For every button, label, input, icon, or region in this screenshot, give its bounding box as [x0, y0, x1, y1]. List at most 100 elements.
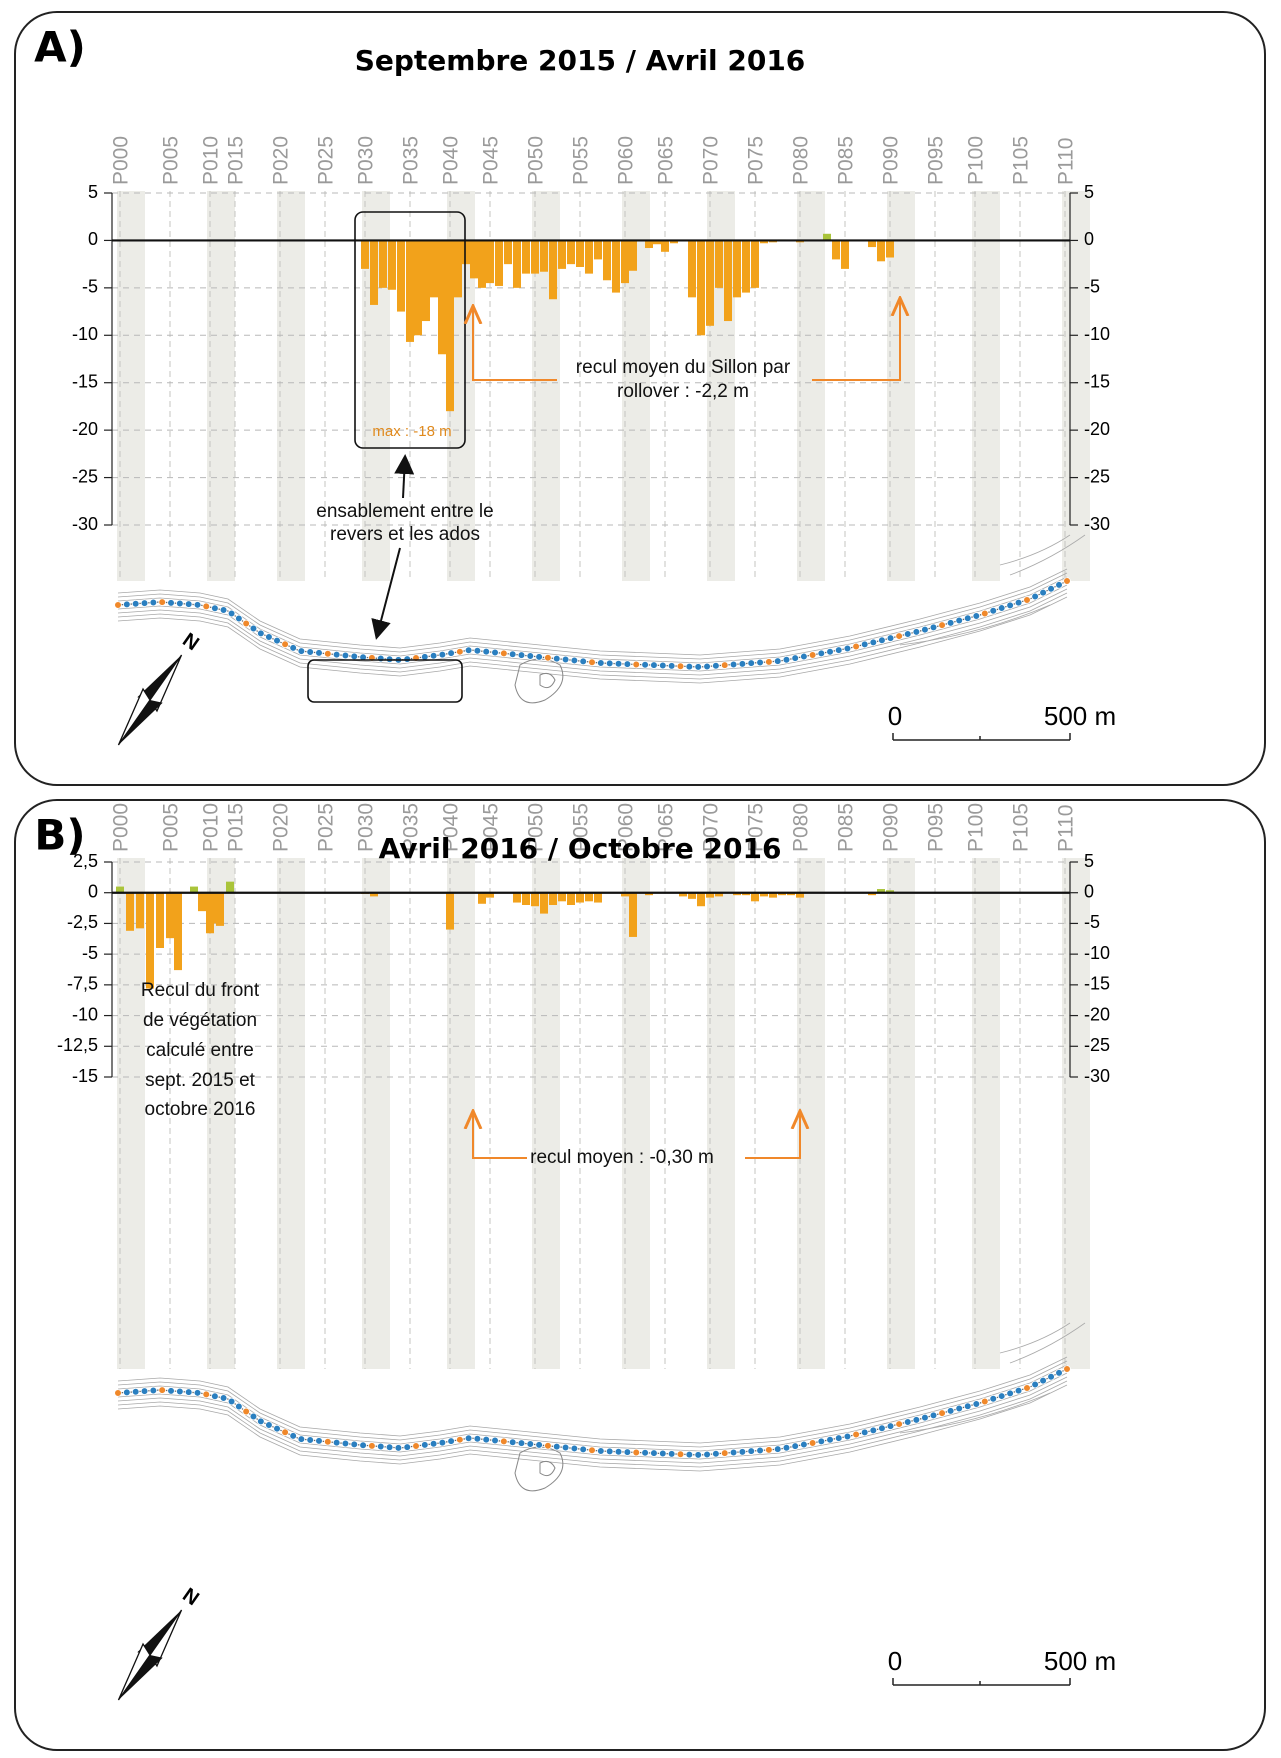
- bar: [603, 240, 611, 281]
- map-point: [860, 640, 869, 649]
- scale-label: 500 m: [1044, 701, 1116, 731]
- x-tick-label: P005: [160, 803, 183, 852]
- x-tick-label: P100: [965, 803, 988, 852]
- map-contour: [117, 1364, 1068, 1452]
- map-point: [403, 655, 412, 663]
- map-point: [242, 619, 250, 628]
- map-contour: [117, 568, 1068, 656]
- annotation: ensablement entre le: [316, 501, 493, 522]
- map-point: [773, 657, 782, 665]
- map-point: [1047, 1372, 1055, 1381]
- map-point: [747, 659, 756, 667]
- y-tick-label: -10: [72, 324, 98, 344]
- x-tick-label: P025: [315, 136, 338, 185]
- bar: [760, 892, 768, 897]
- bar: [116, 886, 124, 893]
- map-point: [552, 654, 561, 663]
- annotation: de végétation: [143, 1010, 257, 1031]
- map-point: [946, 1407, 955, 1415]
- bar: [661, 240, 669, 252]
- bar: [594, 240, 602, 260]
- x-tick-label: P015: [225, 803, 248, 852]
- x-tick-label: P020: [270, 136, 293, 185]
- x-tick-label: P060: [615, 136, 638, 185]
- y2-tick-label: 5: [1084, 851, 1094, 871]
- bar: [585, 240, 593, 274]
- map-point: [1055, 1369, 1063, 1377]
- map-point: [782, 655, 791, 664]
- map-point: [597, 659, 605, 667]
- map-point: [650, 661, 658, 669]
- bar: [886, 890, 894, 893]
- bar: [495, 240, 503, 286]
- map-point: [297, 647, 306, 655]
- bar: [670, 240, 678, 244]
- x-tick-label: P020: [270, 803, 293, 852]
- map-point: [257, 629, 265, 638]
- y2-tick-label: -20: [1084, 1004, 1110, 1024]
- map-point: [685, 1450, 694, 1459]
- map-point: [376, 654, 385, 663]
- map-contour: [117, 576, 1068, 664]
- map-point: [676, 662, 685, 671]
- x-tick-label: P090: [880, 803, 903, 852]
- x-tick-label: P070: [700, 803, 723, 852]
- x-tick-label: P080: [790, 803, 813, 852]
- bar: [540, 240, 548, 272]
- map-point: [131, 599, 140, 608]
- map-point: [265, 633, 273, 641]
- y2-tick-label: -15: [1084, 974, 1110, 994]
- bar: [877, 889, 885, 893]
- map-point: [1014, 598, 1023, 607]
- map-point: [350, 652, 359, 661]
- map-point: [997, 1392, 1006, 1400]
- bar: [868, 240, 876, 248]
- y-tick-label: -10: [72, 1004, 98, 1024]
- bar: [549, 892, 557, 905]
- map-point: [641, 1449, 649, 1457]
- bar: [522, 892, 530, 905]
- map-point: [720, 661, 729, 669]
- profile-band: [622, 858, 650, 1369]
- bar: [406, 240, 414, 342]
- north-arrow-half: [137, 1609, 182, 1655]
- map-point: [211, 604, 219, 612]
- map-point: [140, 1387, 149, 1395]
- bar: [446, 240, 454, 412]
- bar: [216, 892, 224, 926]
- map-point: [421, 1441, 429, 1449]
- map-point: [385, 1443, 394, 1452]
- map-point: [895, 632, 903, 640]
- annotation: calculé entre: [146, 1040, 254, 1061]
- x-tick-label: P055: [570, 803, 593, 852]
- scale-bar: [892, 733, 1071, 741]
- x-tick-label: P085: [835, 136, 858, 185]
- bar: [190, 886, 198, 893]
- map-point: [659, 661, 667, 670]
- x-tick-label: P090: [880, 136, 903, 185]
- map-contour: [117, 1356, 1068, 1444]
- map-point: [517, 651, 526, 659]
- map-point: [227, 1397, 236, 1406]
- north-arrow-half: [117, 1609, 183, 1701]
- bar: [370, 892, 378, 897]
- map-point: [623, 660, 632, 668]
- map-point: [167, 1387, 175, 1395]
- map-point: [1039, 588, 1047, 597]
- map-point: [703, 662, 711, 671]
- x-tick-label: P040: [440, 803, 463, 852]
- profile-band: [1062, 191, 1090, 581]
- x-tick-label: P075: [745, 803, 768, 852]
- map-point: [747, 1447, 756, 1455]
- map-point: [1014, 1386, 1023, 1395]
- map-point: [773, 1445, 782, 1453]
- map-point: [447, 649, 455, 657]
- map-point: [878, 636, 886, 645]
- map-point: [765, 1446, 773, 1454]
- highlight-box: [307, 659, 463, 703]
- map-point: [535, 1441, 543, 1449]
- map-point: [176, 1387, 184, 1396]
- bracket-arrow: [473, 1113, 527, 1159]
- bar: [706, 892, 714, 898]
- scale-label: 0: [888, 1646, 902, 1676]
